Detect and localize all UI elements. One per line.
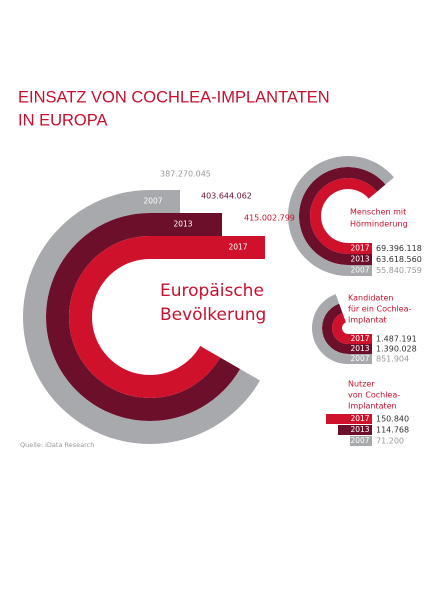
- bar: [348, 254, 372, 265]
- value-label: 403.644.062: [201, 192, 252, 201]
- shapes: [23, 156, 394, 446]
- bar: [338, 425, 372, 435]
- year-label: 2007: [143, 197, 162, 206]
- group-label: von Cochlea-: [348, 391, 400, 400]
- value-label: 387.270.045: [160, 170, 211, 179]
- bar: [150, 236, 265, 259]
- year-label: 2017: [350, 334, 369, 343]
- group-label: Implantat: [348, 316, 387, 325]
- value-label: 1.487.191: [376, 335, 417, 344]
- year-label: 2013: [350, 255, 369, 264]
- value-label: 71.200: [376, 437, 404, 446]
- ring: [299, 167, 386, 265]
- group-label: Nutzer: [348, 380, 375, 389]
- bar: [348, 354, 372, 364]
- value-label: 415.002.799: [244, 214, 295, 223]
- year-label: 2013: [350, 425, 369, 434]
- ring: [331, 312, 348, 344]
- bar: [326, 414, 372, 424]
- bar: [348, 334, 372, 344]
- ring: [68, 236, 221, 398]
- group-label: für ein Cochlea-: [348, 305, 411, 314]
- year-label: 2017: [350, 244, 369, 253]
- value-label: 851.904: [376, 355, 409, 364]
- title: EINSATZ VON COCHLEA-IMPLANTATEN: [18, 88, 330, 106]
- value-label: 114.768: [376, 426, 409, 435]
- year-label: 2007: [350, 354, 369, 363]
- year-label: 2007: [350, 266, 369, 275]
- year-label: 2013: [350, 344, 369, 353]
- value-label: 63.618.560: [376, 255, 422, 264]
- value-label: 69.396.118: [376, 244, 422, 253]
- ring: [288, 156, 394, 276]
- year-label: 2007: [350, 436, 369, 445]
- group-label: Menschen mit: [350, 208, 406, 217]
- year-label: 2017: [228, 243, 247, 252]
- ring: [311, 294, 348, 365]
- source: Quelle: iData Research: [20, 441, 94, 449]
- bar: [348, 344, 372, 354]
- value-label: 55.840.759: [376, 266, 422, 275]
- bar: [348, 243, 372, 254]
- ring: [322, 303, 348, 354]
- group-label: Hörminderung: [350, 220, 408, 229]
- ring: [309, 178, 378, 254]
- bar: [348, 265, 372, 276]
- group-label: Implantaten: [348, 402, 397, 411]
- value-label: 1.390.028: [376, 345, 417, 354]
- group-label: Kandidaten: [348, 294, 394, 303]
- title: IN EUROPA: [18, 111, 108, 129]
- value-label: 150.840: [376, 415, 409, 424]
- bar: [350, 436, 372, 446]
- population-label: Europäische: [160, 281, 264, 301]
- year-label: 2013: [173, 220, 192, 229]
- population-label: Bevölkerung: [160, 305, 266, 325]
- bar: [150, 213, 222, 236]
- year-label: 2017: [350, 414, 369, 423]
- bar: [150, 190, 180, 213]
